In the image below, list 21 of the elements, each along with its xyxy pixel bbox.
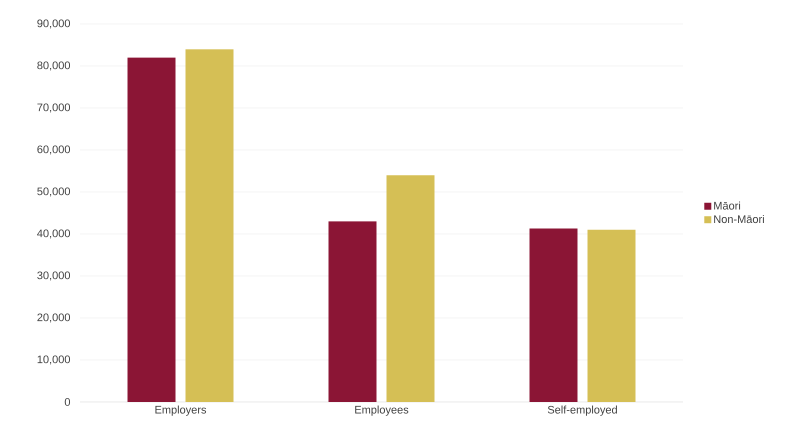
bar xyxy=(128,58,176,402)
y-tick-label: 0 xyxy=(64,398,70,406)
y-tick-label: 30,000 xyxy=(37,271,70,281)
y-tick-label: 20,000 xyxy=(37,313,70,323)
y-tick-label: 50,000 xyxy=(37,187,70,197)
bar xyxy=(328,221,377,402)
y-tick-label: 70,000 xyxy=(37,103,70,113)
bar xyxy=(186,49,234,402)
bar xyxy=(588,230,636,402)
bar xyxy=(530,228,578,402)
y-tick-label: 90,000 xyxy=(37,19,70,29)
x-tick-label: Employees xyxy=(355,406,408,416)
y-tick-label: 10,000 xyxy=(38,355,70,365)
bar xyxy=(386,175,435,402)
x-tick-label: Self-employed xyxy=(548,406,617,416)
x-tick-label: Employers xyxy=(155,406,206,416)
y-tick-label: 80,000 xyxy=(37,61,70,71)
legend-label: Māori xyxy=(714,202,740,210)
legend-label: Non-Māori xyxy=(714,214,764,224)
y-tick-label: 40,000 xyxy=(37,229,70,239)
y-tick-label: 60,000 xyxy=(37,145,70,155)
